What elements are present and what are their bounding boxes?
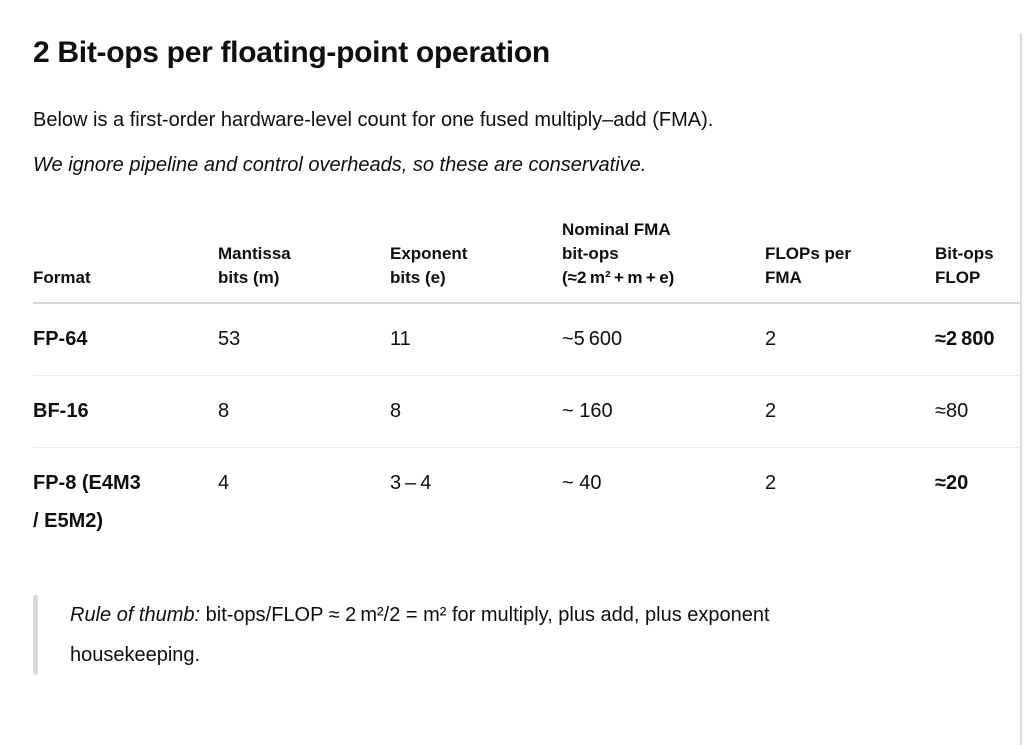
column-header: Mantissa bits (m) (218, 210, 390, 304)
column-header: Format (33, 210, 218, 304)
document-page: 2 Bit-ops per floating-point operation B… (0, 33, 1024, 675)
blockquote-text: Rule of thumb: bit-ops/FLOP ≈ 2 m²/2 = m… (70, 595, 800, 675)
table-cell: 2 (765, 472, 777, 494)
table-row: BF-16 8 8 ~ 160 2 ≈80 (33, 375, 1021, 448)
quote-body: bit-ops/FLOP ≈ 2 m²/2 = m² for multiply,… (70, 604, 770, 666)
table-cell: 11 (390, 303, 562, 376)
table-cell: ~5 600 (562, 303, 765, 376)
table-cell: FP-8 (E4M3 / E5M2) (33, 472, 141, 532)
table-container: Format Mantissa bits (m) Exponent bits (e)… (33, 210, 1021, 557)
table-cell: ≈2 800 (935, 303, 1021, 376)
quote-lead: Rule of thumb: (70, 604, 201, 626)
table-cell: BF-16 (33, 375, 218, 448)
blockquote-bar (33, 595, 38, 675)
blockquote: Rule of thumb: bit-ops/FLOP ≈ 2 m²/2 = m… (33, 595, 1024, 675)
table-cell: ≈20 (935, 472, 969, 494)
bitops-table: Format Mantissa bits (m) Exponent bits (e)… (33, 210, 1021, 557)
intro-paragraph: Below is a first-order hardware-level co… (33, 109, 714, 131)
table-cell: 3 – 4 (390, 472, 432, 494)
column-header: Bit-ops FLOP (935, 210, 1021, 304)
column-header: Exponent bits (e) (390, 210, 562, 304)
table-cell: ≈80 (935, 375, 1021, 448)
table-header-row: Format Mantissa bits (m) Exponent bits (e)… (33, 210, 1021, 304)
table-cell: ~ 40 (562, 472, 602, 494)
note-paragraph: We ignore pipeline and control overheads… (33, 154, 647, 176)
column-header: FLOPs per FMA (765, 210, 935, 304)
table-cell: FP-64 (33, 303, 218, 376)
table-cell: ~ 160 (562, 375, 765, 448)
table-row: FP-64 53 11 ~5 600 2 ≈2 800 (33, 303, 1021, 376)
table-row: FP-8 (E4M3 / E5M2) 4 3 – 4 ~ 40 2 ≈20 (33, 448, 1021, 558)
table-cell: 8 (218, 375, 390, 448)
table-cell: 2 (765, 375, 935, 448)
table-cell: 4 (218, 472, 230, 494)
table-cell: 2 (765, 303, 935, 376)
table-cell: 8 (390, 375, 562, 448)
table-cell: 53 (218, 303, 390, 376)
table-body: FP-64 53 11 ~5 600 2 ≈2 800 BF-16 8 8 ~ 160 2 ≈80 FP… (33, 303, 1021, 557)
column-header: Nominal FMA bit-ops (≈2 m² + m + e) (562, 210, 765, 304)
page-title: 2 Bit-ops per floating-point operation (33, 36, 550, 69)
page-edge-divider (1020, 33, 1022, 745)
